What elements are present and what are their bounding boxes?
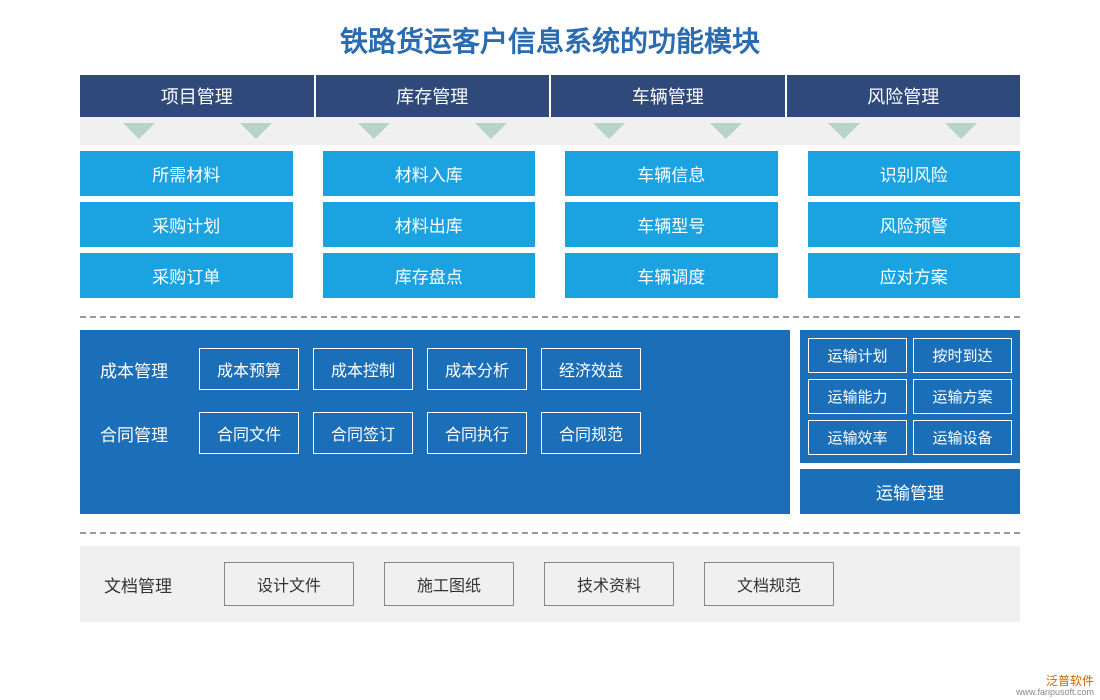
feature-grid: 所需材料材料入库车辆信息识别风险采购计划材料出库车辆型号风险预警采购订单库存盘点… [80, 151, 1020, 298]
grid-cell-0-3: 识别风险 [808, 151, 1021, 196]
arrow-down-icon [710, 123, 742, 139]
grid-cell-0-1: 材料入库 [323, 151, 536, 196]
watermark: 泛普软件 www.fanpusoft.com [1016, 675, 1094, 698]
grid-cell-0-2: 车辆信息 [565, 151, 778, 196]
arrow-pair-2 [550, 123, 785, 139]
arrow-pair-0 [80, 123, 315, 139]
arrow-pair-3 [785, 123, 1020, 139]
transport-grid: 运输计划按时到达运输能力运输方案运输效率运输设备 [800, 330, 1020, 463]
middle-row-label-1: 合同管理 [100, 421, 185, 446]
bottom-box-2: 技术资料 [544, 562, 674, 606]
grid-cell-1-0: 采购计划 [80, 202, 293, 247]
divider-1 [80, 316, 1020, 318]
watermark-line2: www.fanpusoft.com [1016, 688, 1094, 698]
divider-2 [80, 532, 1020, 534]
middle-right-panel: 运输计划按时到达运输能力运输方案运输效率运输设备 运输管理 [800, 330, 1020, 514]
middle-row-1: 合同管理合同文件合同签订合同执行合同规范 [100, 412, 770, 454]
right-cell-0-1: 按时到达 [913, 338, 1012, 373]
middle-section: 成本管理成本预算成本控制成本分析经济效益合同管理合同文件合同签订合同执行合同规范… [80, 330, 1020, 514]
middle-row-0: 成本管理成本预算成本控制成本分析经济效益 [100, 348, 770, 390]
right-cell-1-1: 运输方案 [913, 379, 1012, 414]
middle-box-1-2: 合同执行 [427, 412, 527, 454]
middle-box-0-3: 经济效益 [541, 348, 641, 390]
middle-box-1-3: 合同规范 [541, 412, 641, 454]
middle-left-panel: 成本管理成本预算成本控制成本分析经济效益合同管理合同文件合同签订合同执行合同规范 [80, 330, 790, 514]
header-cell-1: 库存管理 [316, 75, 550, 117]
right-cell-2-0: 运输效率 [808, 420, 907, 455]
grid-cell-2-3: 应对方案 [808, 253, 1021, 298]
arrow-down-icon [593, 123, 625, 139]
right-cell-1-0: 运输能力 [808, 379, 907, 414]
bottom-section: 文档管理 设计文件施工图纸技术资料文档规范 [80, 546, 1020, 622]
bottom-box-0: 设计文件 [224, 562, 354, 606]
middle-box-0-1: 成本控制 [313, 348, 413, 390]
bottom-box-3: 文档规范 [704, 562, 834, 606]
grid-cell-1-1: 材料出库 [323, 202, 536, 247]
arrow-pair-1 [315, 123, 550, 139]
header-cell-2: 车辆管理 [551, 75, 785, 117]
middle-box-0-2: 成本分析 [427, 348, 527, 390]
arrow-down-icon [475, 123, 507, 139]
grid-cell-2-2: 车辆调度 [565, 253, 778, 298]
middle-row-label-0: 成本管理 [100, 357, 185, 382]
arrow-down-icon [240, 123, 272, 139]
grid-cell-2-0: 采购订单 [80, 253, 293, 298]
middle-box-0-0: 成本预算 [199, 348, 299, 390]
arrow-down-icon [358, 123, 390, 139]
grid-cell-2-1: 库存盘点 [323, 253, 536, 298]
diagram-title: 铁路货运客户信息系统的功能模块 [80, 20, 1020, 60]
arrow-down-icon [123, 123, 155, 139]
grid-row-0: 所需材料材料入库车辆信息识别风险 [80, 151, 1020, 196]
transport-title: 运输管理 [800, 469, 1020, 514]
grid-row-2: 采购订单库存盘点车辆调度应对方案 [80, 253, 1020, 298]
grid-cell-1-2: 车辆型号 [565, 202, 778, 247]
grid-cell-1-3: 风险预警 [808, 202, 1021, 247]
arrow-down-icon [828, 123, 860, 139]
right-cell-2-1: 运输设备 [913, 420, 1012, 455]
bottom-label: 文档管理 [104, 572, 194, 597]
bottom-box-1: 施工图纸 [384, 562, 514, 606]
middle-box-1-0: 合同文件 [199, 412, 299, 454]
grid-cell-0-0: 所需材料 [80, 151, 293, 196]
header-cell-0: 项目管理 [80, 75, 314, 117]
arrows-row [80, 117, 1020, 145]
middle-box-1-1: 合同签订 [313, 412, 413, 454]
grid-row-1: 采购计划材料出库车辆型号风险预警 [80, 202, 1020, 247]
header-cell-3: 风险管理 [787, 75, 1021, 117]
right-cell-0-0: 运输计划 [808, 338, 907, 373]
header-row: 项目管理库存管理车辆管理风险管理 [80, 75, 1020, 117]
arrow-down-icon [945, 123, 977, 139]
